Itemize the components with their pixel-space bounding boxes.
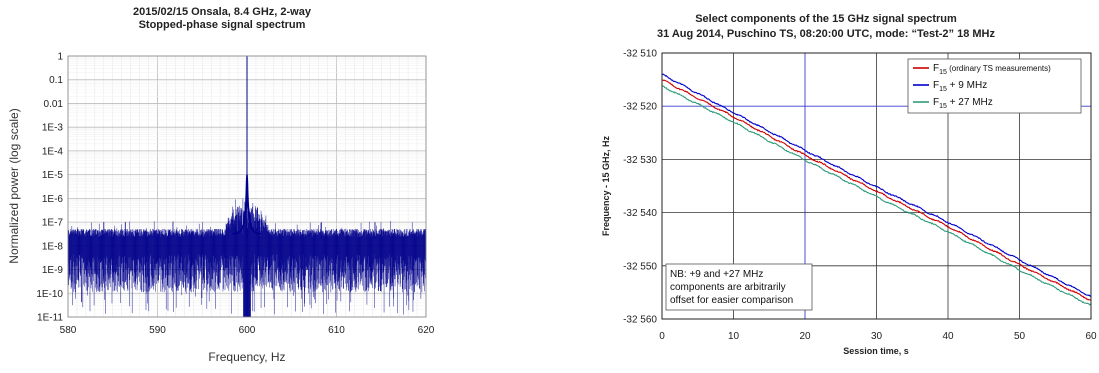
legend-entry: F15 + 27 MHz (933, 97, 993, 110)
left-y-axis-label: Normalized power (log scale) (7, 108, 21, 263)
note-line-1: NB: +9 and +27 MHz (670, 269, 763, 280)
right-y-tick-label: -32 540 (623, 208, 657, 219)
left-x-tick-label: 580 (60, 325, 77, 336)
left-y-tick-label: 0.01 (44, 99, 64, 110)
right-x-tick-label: 10 (728, 331, 740, 342)
right-y-tick-label: -32 560 (623, 315, 657, 326)
right-y-ticks: -32 510 -32 520 -32 530 -32 540 -32 550 -32 5… (623, 49, 657, 326)
right-x-tick-label: 60 (1085, 331, 1097, 342)
right-y-axis-label: Frequency - 15 GHz, Hz (601, 135, 611, 236)
left-y-tick-label: 0.1 (49, 75, 63, 86)
left-x-tick-label: 600 (239, 325, 256, 336)
left-y-tick-label: 1E-8 (42, 241, 64, 252)
right-y-tick-label: -32 550 (623, 261, 657, 272)
right-note: NB: +9 and +27 MHz components are arbitr… (665, 263, 813, 311)
right-x-tick-label: 40 (942, 331, 954, 342)
right-x-tick-label: 30 (871, 331, 883, 342)
right-data-series (661, 73, 1092, 306)
left-y-tick-label: 1E-10 (36, 289, 63, 300)
left-y-tick-label: 1 (57, 52, 63, 63)
right-legend: F15 (ordinary TS measurements) F15 + 9 MH… (907, 58, 1082, 114)
left-y-tick-label: 1E-9 (42, 265, 64, 276)
right-plot-frame (661, 52, 1092, 320)
legend-entry: F15 (ordinary TS measurements) (933, 63, 1051, 76)
right-chart-subtitle: 31 Aug 2014, Puschino TS, 08:20:00 UTC, … (657, 28, 996, 40)
left-y-tick-label: 1E-5 (42, 170, 64, 181)
right-y-tick-label: -32 510 (623, 49, 657, 60)
right-x-tick-label: 50 (1014, 331, 1026, 342)
left-y-tick-label: 1E-4 (42, 146, 64, 157)
right-y-tick-label: -32 530 (623, 155, 657, 166)
right-series-line (661, 79, 1092, 301)
left-x-tick-label: 620 (418, 325, 435, 336)
right-x-tick-label: 20 (799, 331, 811, 342)
note-line-2: components are arbitrarily (670, 282, 786, 293)
left-y-tick-label: 1E-6 (42, 194, 64, 205)
right-x-ticks: 0 10 20 30 40 50 60 (659, 331, 1097, 342)
note-line-3: offset for easier comparison (670, 295, 793, 306)
right-y-tick-label: -32 520 (623, 102, 657, 113)
left-chart-title: 2015/02/15 Onsala, 8.4 GHz, 2-way (133, 6, 312, 18)
left-y-ticks: 1E-11 1E-10 1E-9 1E-8 1E-7 1E-6 1E-5 1E-4 1E-3 0.… (36, 52, 63, 324)
left-y-tick-label: 1E-3 (42, 123, 64, 134)
note-box (665, 263, 813, 311)
left-y-tick-label: 1E-11 (37, 313, 63, 324)
left-central-peak (232, 174, 262, 235)
right-chart-title: Select components of the 15 GHz signal s… (695, 13, 957, 25)
right-x-axis-label: Session time, s (843, 346, 909, 356)
right-series-line (661, 85, 1092, 306)
right-x-tick-label: 0 (659, 331, 665, 342)
left-x-axis-label: Frequency, Hz (208, 350, 285, 364)
right-series-line (661, 73, 1092, 297)
right-chart: Select components of the 15 GHz signal s… (601, 13, 1097, 356)
left-chart-subtitle: Stopped-phase signal spectrum (139, 19, 306, 31)
left-plot-frame (67, 55, 427, 318)
legend-entry: F15 + 9 MHz (933, 80, 987, 93)
left-x-tick-label: 590 (149, 325, 166, 336)
left-x-tick-label: 610 (328, 325, 345, 336)
left-y-tick-label: 1E-7 (42, 218, 64, 229)
left-x-ticks: 580 590 600 610 620 (60, 325, 435, 336)
left-data-series (67, 56, 427, 317)
legend-box (907, 58, 1082, 114)
left-chart: 2015/02/15 Onsala, 8.4 GHz, 2-way Stoppe… (7, 6, 435, 364)
